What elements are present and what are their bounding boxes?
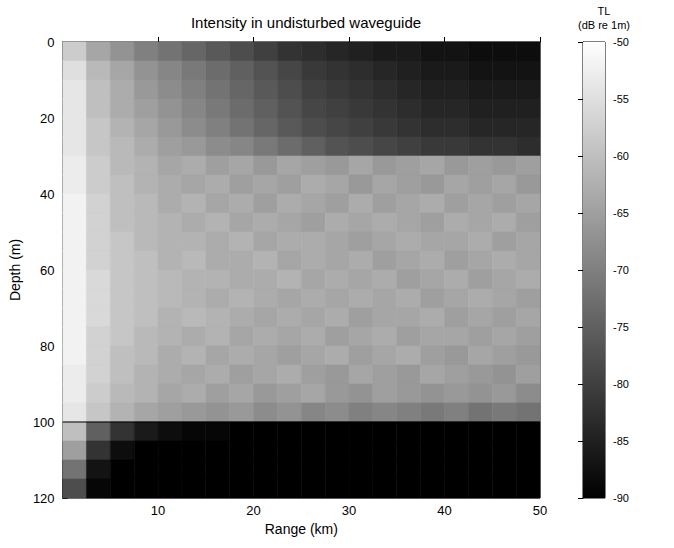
- svg-text:Range (km): Range (km): [265, 521, 338, 537]
- svg-text:20: 20: [246, 503, 260, 518]
- svg-text:50: 50: [533, 503, 547, 518]
- svg-text:-85: -85: [613, 435, 629, 447]
- svg-text:-50: -50: [613, 36, 629, 48]
- svg-text:-55: -55: [613, 93, 629, 105]
- svg-text:Depth (m): Depth (m): [7, 239, 23, 301]
- svg-text:120: 120: [33, 491, 55, 506]
- svg-text:TL: TL: [598, 5, 611, 17]
- svg-text:-80: -80: [613, 378, 629, 390]
- svg-text:-75: -75: [613, 321, 629, 333]
- svg-text:-70: -70: [613, 264, 629, 276]
- svg-text:30: 30: [342, 503, 356, 518]
- svg-text:10: 10: [151, 503, 165, 518]
- svg-text:(dB re 1m): (dB re 1m): [578, 19, 630, 31]
- svg-text:-60: -60: [613, 150, 629, 162]
- svg-text:40: 40: [437, 503, 451, 518]
- svg-text:0: 0: [47, 35, 54, 50]
- svg-text:20: 20: [40, 111, 54, 126]
- svg-text:Intensity in undisturbed waveg: Intensity in undisturbed waveguide: [191, 14, 421, 31]
- svg-text:100: 100: [33, 415, 55, 430]
- svg-text:40: 40: [40, 187, 54, 202]
- svg-text:60: 60: [40, 263, 54, 278]
- svg-text:80: 80: [40, 339, 54, 354]
- svg-text:-90: -90: [613, 492, 629, 504]
- svg-text:-65: -65: [613, 207, 629, 219]
